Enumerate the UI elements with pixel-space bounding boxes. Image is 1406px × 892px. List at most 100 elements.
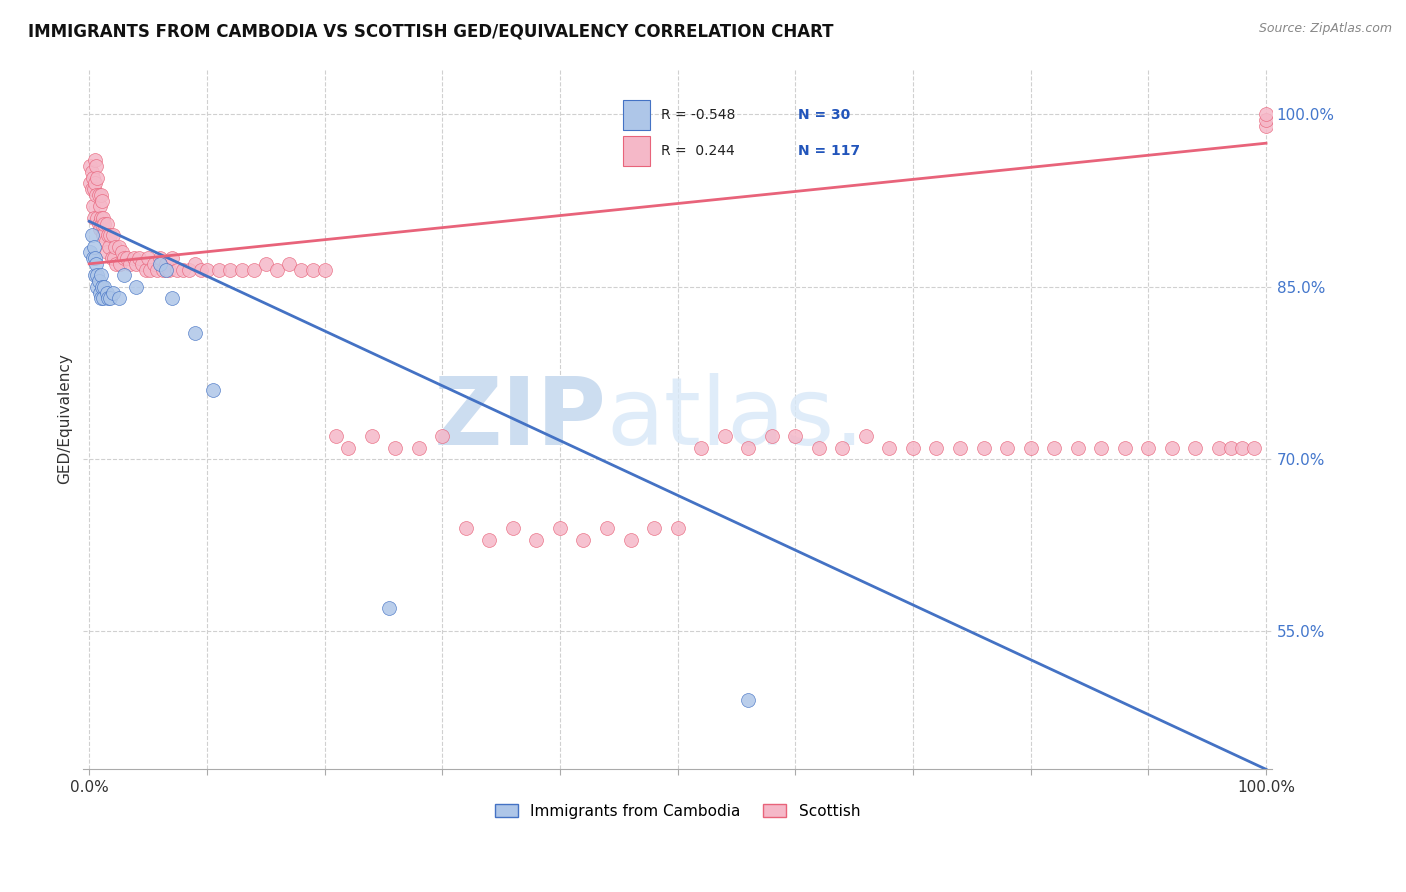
Point	[87, 187, 110, 202]
Point	[1219, 441, 1241, 455]
Point	[432, 429, 454, 443]
Point	[266, 262, 288, 277]
Point	[96, 217, 118, 231]
Point	[97, 291, 120, 305]
Point	[142, 257, 165, 271]
Point	[79, 245, 101, 260]
Point	[384, 441, 406, 455]
Point	[879, 441, 901, 455]
Point	[314, 262, 336, 277]
Point	[157, 262, 180, 277]
Point	[84, 159, 107, 173]
Point	[973, 441, 995, 455]
Point	[125, 280, 148, 294]
Point	[1254, 107, 1277, 121]
Point	[243, 262, 266, 277]
Text: ZIP: ZIP	[433, 373, 606, 465]
Point	[596, 521, 619, 535]
Point	[135, 262, 157, 277]
Point	[93, 217, 115, 231]
Point	[89, 222, 111, 236]
Point	[548, 521, 571, 535]
Point	[93, 280, 115, 294]
Point	[105, 257, 128, 271]
Point	[84, 187, 107, 202]
Point	[100, 251, 122, 265]
Point	[101, 228, 124, 243]
Point	[737, 693, 759, 707]
Point	[478, 533, 501, 547]
Point	[83, 182, 105, 196]
Point	[949, 441, 972, 455]
Point	[572, 533, 595, 547]
Point	[278, 257, 301, 271]
Point	[82, 251, 104, 265]
Point	[290, 262, 312, 277]
Point	[90, 291, 112, 305]
Point	[131, 257, 153, 271]
Point	[96, 245, 118, 260]
Point	[91, 291, 114, 305]
Point	[104, 239, 127, 253]
Point	[84, 257, 107, 271]
Point	[155, 257, 177, 271]
Point	[90, 211, 112, 225]
Point	[408, 441, 430, 455]
Point	[87, 274, 110, 288]
Point	[231, 262, 253, 277]
Point	[1243, 441, 1265, 455]
Point	[86, 268, 108, 283]
Point	[160, 291, 183, 305]
Point	[128, 251, 150, 265]
Point	[666, 521, 689, 535]
Point	[184, 257, 207, 271]
Point	[1208, 441, 1230, 455]
Point	[1019, 441, 1042, 455]
Point	[96, 285, 118, 300]
Point	[82, 170, 104, 185]
Point	[89, 285, 111, 300]
Point	[125, 257, 148, 271]
Point	[325, 429, 347, 443]
Point	[337, 441, 360, 455]
Point	[80, 165, 103, 179]
Point	[149, 251, 172, 265]
Point	[84, 251, 107, 265]
Point	[1067, 441, 1090, 455]
Point	[114, 268, 136, 283]
Point	[166, 262, 188, 277]
Point	[115, 251, 138, 265]
Point	[86, 170, 108, 185]
Point	[254, 257, 277, 271]
Point	[785, 429, 807, 443]
Point	[91, 228, 114, 243]
Point	[172, 262, 194, 277]
Point	[1114, 441, 1136, 455]
Text: atlas.: atlas.	[606, 373, 865, 465]
Text: R = -0.548: R = -0.548	[661, 108, 735, 122]
Y-axis label: GED/Equivalency: GED/Equivalency	[58, 353, 72, 484]
Point	[90, 187, 112, 202]
Point	[98, 228, 121, 243]
Point	[139, 262, 162, 277]
Point	[107, 239, 129, 253]
Point	[103, 251, 125, 265]
Point	[86, 280, 108, 294]
Bar	[623, 100, 650, 130]
Point	[619, 533, 641, 547]
Point	[301, 262, 323, 277]
Point	[80, 182, 103, 196]
Point	[97, 228, 120, 243]
Point	[107, 291, 129, 305]
Point	[690, 441, 713, 455]
Point	[98, 239, 121, 253]
Point	[207, 262, 229, 277]
Point	[855, 429, 877, 443]
Point	[1090, 441, 1112, 455]
Point	[84, 177, 107, 191]
Point	[82, 199, 104, 213]
Point	[87, 217, 110, 231]
Point	[454, 521, 477, 535]
Text: IMMIGRANTS FROM CAMBODIA VS SCOTTISH GED/EQUIVALENCY CORRELATION CHART: IMMIGRANTS FROM CAMBODIA VS SCOTTISH GED…	[28, 22, 834, 40]
Point	[111, 245, 134, 260]
